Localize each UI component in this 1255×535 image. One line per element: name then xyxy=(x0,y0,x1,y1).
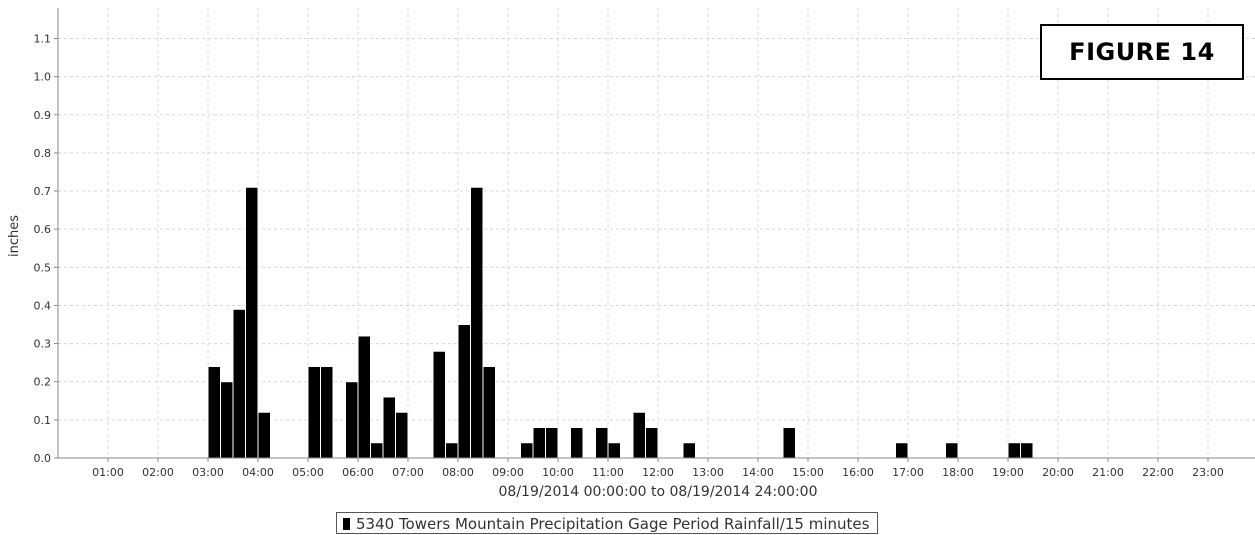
rainfall-bar xyxy=(1020,442,1034,459)
x-tick-label: 04:00 xyxy=(242,466,274,479)
rainfall-bar xyxy=(220,381,234,459)
rainfall-bar xyxy=(945,442,959,459)
y-tick-label: 0.9 xyxy=(34,109,52,122)
rainfall-bar xyxy=(545,426,559,459)
x-tick-label: 12:00 xyxy=(642,466,674,479)
x-tick-label: 06:00 xyxy=(342,466,374,479)
rainfall-chart: 0.0 0.1 0.2 0.3 0.4 0.5 0.6 0.7 0.8 0.9 1.0 1.1 01:… xyxy=(7,8,1255,500)
axes xyxy=(54,8,1255,462)
x-tick-label: 14:00 xyxy=(742,466,774,479)
x-tick-label: 02:00 xyxy=(142,466,174,479)
rainfall-bar xyxy=(782,426,796,459)
x-tick-label: 09:00 xyxy=(492,466,524,479)
y-tick-label: 0.8 xyxy=(34,147,52,160)
legend-label: 5340 Towers Mountain Precipitation Gage … xyxy=(356,515,870,533)
rainfall-bar xyxy=(370,442,384,459)
y-tick-label: 0.5 xyxy=(34,261,52,274)
y-tick-label: 0.7 xyxy=(34,185,52,198)
rainfall-bar xyxy=(245,186,259,459)
x-tick-label: 16:00 xyxy=(842,466,874,479)
x-tick-label: 21:00 xyxy=(1092,466,1124,479)
y-tick-label: 1.0 xyxy=(34,71,52,84)
rainfall-bar xyxy=(207,365,221,459)
x-tick-label: 13:00 xyxy=(692,466,724,479)
rainfall-bar xyxy=(632,411,646,459)
rainfall-bar xyxy=(357,335,371,459)
rainfall-bar xyxy=(457,324,471,459)
x-tick-labels: 01:00 02:00 03:00 04:00 05:00 06:00 07:00 08:00… xyxy=(92,466,1224,479)
x-tick-label: 10:00 xyxy=(542,466,574,479)
bar-series xyxy=(207,186,1034,459)
chart-legend: 5340 Towers Mountain Precipitation Gage … xyxy=(336,512,879,534)
x-tick-label: 05:00 xyxy=(292,466,324,479)
rainfall-bar xyxy=(307,365,321,459)
y-tick-labels: 0.0 0.1 0.2 0.3 0.4 0.5 0.6 0.7 0.8 0.9 1.0 1.1 xyxy=(34,33,52,465)
x-axis-label: 08/19/2014 00:00:00 to 08/19/2014 24:00:… xyxy=(499,484,818,500)
x-tick-label: 08:00 xyxy=(442,466,474,479)
y-tick-label: 1.1 xyxy=(34,33,52,46)
rainfall-bar xyxy=(257,411,271,459)
y-axis-label: inches xyxy=(7,215,22,257)
rainfall-bar xyxy=(482,365,496,459)
x-tick-label: 19:00 xyxy=(992,466,1024,479)
x-tick-label: 18:00 xyxy=(942,466,974,479)
rainfall-bar xyxy=(320,365,334,459)
rainfall-bar xyxy=(395,411,409,459)
rainfall-bar xyxy=(1007,442,1021,459)
x-tick-label: 01:00 xyxy=(92,466,124,479)
y-tick-label: 0.0 xyxy=(34,452,52,465)
y-tick-label: 0.2 xyxy=(34,376,52,389)
x-tick-label: 23:00 xyxy=(1192,466,1224,479)
rainfall-bar xyxy=(595,426,609,459)
y-tick-label: 0.4 xyxy=(34,299,52,312)
y-tick-label: 0.1 xyxy=(34,414,52,427)
rainfall-bar xyxy=(645,426,659,459)
x-tick-label: 20:00 xyxy=(1042,466,1074,479)
rainfall-bar xyxy=(520,442,534,459)
y-tick-label: 0.3 xyxy=(34,338,52,351)
rainfall-bar xyxy=(382,396,396,459)
rainfall-bar xyxy=(895,442,909,459)
rainfall-bar xyxy=(607,442,621,459)
x-tick-label: 17:00 xyxy=(892,466,924,479)
x-tick-label: 22:00 xyxy=(1142,466,1174,479)
rainfall-bar xyxy=(345,381,359,459)
y-tick-label: 0.6 xyxy=(34,223,52,236)
figure-label-box: FIGURE 14 xyxy=(1040,24,1244,80)
x-tick-label: 07:00 xyxy=(392,466,424,479)
rainfall-bar xyxy=(232,308,246,459)
rainfall-bar xyxy=(432,350,446,459)
rainfall-bar xyxy=(532,426,546,459)
rainfall-bar xyxy=(570,426,584,459)
x-tick-label: 03:00 xyxy=(192,466,224,479)
rainfall-bar xyxy=(470,186,484,459)
x-tick-label: 15:00 xyxy=(792,466,824,479)
figure-label: FIGURE 14 xyxy=(1069,38,1215,66)
legend-swatch xyxy=(343,518,350,530)
x-tick-label: 11:00 xyxy=(592,466,624,479)
rainfall-bar xyxy=(682,442,696,459)
rainfall-bar xyxy=(445,442,459,459)
